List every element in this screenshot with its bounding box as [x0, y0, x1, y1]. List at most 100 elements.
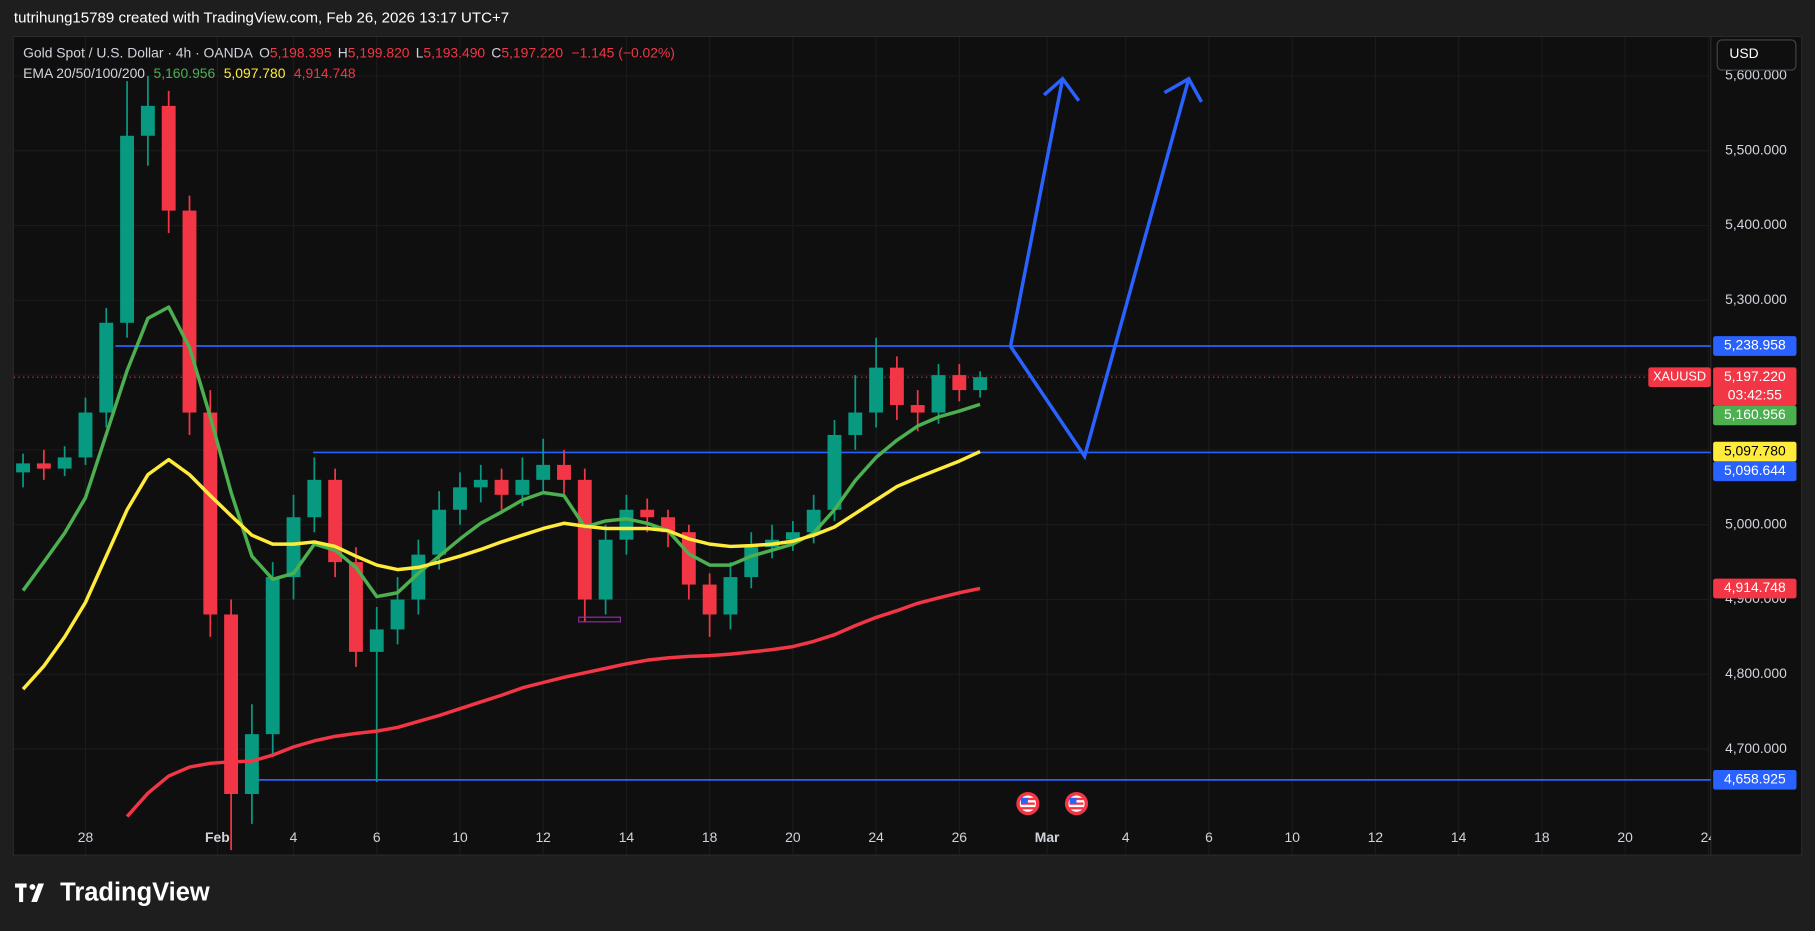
symbol: Gold Spot / U.S. Dollar · 4h · OANDA [23, 44, 253, 60]
currency-label: USD [1729, 45, 1758, 61]
y-tick-label: 5,300.000 [1725, 291, 1787, 307]
x-tick-label: 4 [290, 829, 298, 845]
candle-body [848, 412, 863, 435]
candle-body [494, 479, 509, 495]
highlight-box [578, 616, 622, 623]
legend-label: C [491, 44, 501, 60]
x-tick-label: 24 [1701, 829, 1717, 845]
x-tick-label: 20 [785, 829, 801, 845]
price-tag-label: 4,658.925 [1724, 771, 1786, 787]
ema-value: 5,097.780 [224, 65, 286, 81]
candle-body [785, 532, 800, 540]
y-tick-label: 5,500.000 [1725, 141, 1787, 157]
candle-body [265, 577, 280, 735]
x-tick-label: 12 [535, 829, 551, 845]
price-tag-label: 5,097.780 [1724, 442, 1786, 458]
x-tick-label: 26 [952, 829, 968, 845]
candle-body [453, 487, 467, 510]
legend-value: 5,197.220 [501, 44, 563, 60]
candle-body [57, 457, 72, 469]
ema-value: 4,914.748 [294, 65, 356, 81]
price-tag [1713, 578, 1797, 599]
currency-button[interactable]: USD [1716, 39, 1797, 71]
candle-body [598, 539, 613, 600]
legend-label: L [416, 44, 424, 60]
candle-body [203, 412, 218, 615]
candle-body [369, 629, 384, 652]
candle-body [910, 405, 925, 413]
candle-body [931, 375, 946, 413]
candle-body [432, 509, 447, 555]
price-tag-label: 5,238.958 [1724, 337, 1786, 353]
candle-body [869, 367, 884, 413]
candle-body [182, 210, 197, 413]
candle-body [36, 463, 51, 469]
x-tick-label: 18 [702, 829, 718, 845]
y-tick-label: 5,400.000 [1725, 216, 1787, 232]
x-tick-label: 24 [868, 829, 884, 845]
price-tags: 5,238.958 5,197.220 03:42:55 XAUUSD 5,160.95… [1648, 336, 1797, 790]
grid [13, 37, 1711, 855]
price-tag-label: 5,197.220 [1724, 368, 1786, 384]
candle-body [99, 322, 114, 413]
candle-body [744, 547, 759, 578]
candle-body [640, 509, 655, 518]
attribution: tutrihung15789 created with TradingView.… [14, 9, 509, 26]
chart-pane [12, 35, 1803, 856]
x-tick-label: 6 [373, 829, 381, 845]
legend-label: O [259, 44, 270, 60]
candle-body [973, 377, 988, 391]
y-tick-label: 4,800.000 [1725, 665, 1787, 681]
legend-value: 5,199.820 [348, 44, 410, 60]
candle-body [723, 577, 738, 615]
brand-logo: TradingView [15, 879, 210, 907]
arrow-path [1008, 78, 1065, 347]
candle-body [390, 599, 405, 630]
x-tick-label: 10 [452, 829, 468, 845]
x-tick-label: 18 [1534, 829, 1550, 845]
x-tick-label: 4 [1122, 829, 1130, 845]
price-tag-label: 5,160.956 [1724, 406, 1786, 422]
candle-body [681, 532, 696, 585]
symbol-tag [1648, 367, 1711, 388]
legend-value: 5,193.490 [423, 44, 485, 60]
x-tick-label: Feb [205, 829, 230, 845]
candle-body [348, 562, 363, 652]
x-tick-label: 28 [78, 829, 94, 845]
candle-body [702, 584, 717, 615]
ohlc-legend: Gold Spot / U.S. Dollar · 4h · OANDA O 5,… [23, 44, 675, 60]
candle-body [286, 517, 301, 578]
candle-body [619, 509, 634, 540]
x-tick-label: Mar [1035, 829, 1060, 845]
candle-body [952, 375, 967, 391]
price-tag [1713, 405, 1797, 426]
candle-body [78, 412, 93, 458]
indicator-name: EMA 20/50/100/200 [23, 65, 145, 81]
arrow-path [1009, 78, 1191, 461]
price-tag-label: 4,914.748 [1724, 579, 1786, 595]
x-tick-label: 10 [1284, 829, 1300, 845]
candle-body [224, 614, 239, 794]
arrow-head [1163, 76, 1204, 103]
candle-body [473, 479, 488, 488]
ema-line [21, 305, 981, 599]
plot-area [13, 75, 1711, 851]
candle-body [244, 734, 259, 794]
candle-body [161, 105, 176, 211]
y-tick-label: 4,700.000 [1725, 740, 1787, 756]
countdown: 03:42:55 [1728, 386, 1782, 402]
x-axis: 28 Feb 4 6 10 12 14 18 20 24 26 Mar 4 6 10 12 14 18 20 24 [78, 829, 1717, 845]
drawings [578, 76, 1204, 816]
candle-body [328, 479, 343, 563]
y-tick-label: 5,000.000 [1725, 515, 1787, 531]
event-icon[interactable] [1064, 792, 1089, 816]
candle-body [120, 135, 135, 323]
x-tick-label: 12 [1368, 829, 1384, 845]
event-icon[interactable] [1016, 792, 1040, 816]
candle-body [827, 434, 842, 510]
x-tick-label: 6 [1205, 829, 1213, 845]
candle-body [577, 479, 592, 600]
price-tag-label: 5,096.644 [1724, 462, 1786, 478]
